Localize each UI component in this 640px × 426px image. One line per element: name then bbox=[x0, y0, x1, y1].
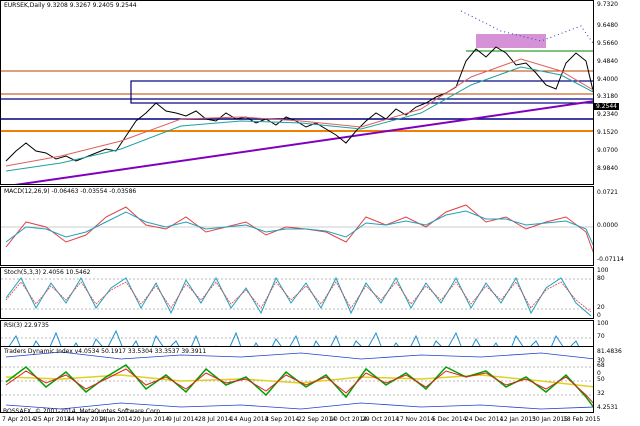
price-header: EURSEK,Daily 9.3208 9.3267 9.2405 9.2544 bbox=[4, 2, 137, 9]
tdi-tick: 68 bbox=[597, 362, 605, 369]
price-tick: 9.0700 bbox=[597, 147, 618, 154]
stoch-tick: 80 bbox=[597, 275, 605, 282]
time-tick: 25 Apr 2014 bbox=[34, 416, 72, 423]
time-tick: 12 Jan 2015 bbox=[500, 416, 536, 423]
macd-pane[interactable]: MACD(12,26,9) -0.06463 -0.03554 -0.03586 bbox=[0, 186, 594, 266]
stoch-axis: 100 80 20 0 bbox=[594, 267, 640, 319]
tdi-pane[interactable]: Traders Dynamic Index v4.0534 50.1917 33… bbox=[0, 346, 594, 413]
time-tick: 20 Jun 2014 bbox=[133, 416, 170, 423]
ma-red bbox=[5, 58, 593, 167]
price-tick: 9.2340 bbox=[597, 111, 618, 118]
trend-line-purple bbox=[14, 100, 593, 184]
rsi-header: RSI(3) 22.9735 bbox=[4, 322, 49, 329]
resistance-zone bbox=[476, 34, 546, 48]
time-tick: 10 Oct 2014 bbox=[330, 416, 368, 423]
price-tick: 9.7320 bbox=[597, 1, 618, 8]
macd-tick: 0.0000 bbox=[597, 222, 618, 229]
tdi-tick: 32 bbox=[597, 390, 605, 397]
time-axis: 7 Apr 2014 25 Apr 2014 14 May 2014 2 Jun… bbox=[0, 414, 600, 426]
time-tick: 3 Sep 2014 bbox=[265, 416, 300, 423]
tdi-signal-line bbox=[5, 368, 593, 404]
tdi-upper-band bbox=[5, 351, 593, 360]
price-tick: 9.1520 bbox=[597, 129, 618, 136]
rsi-tick: 100 bbox=[597, 320, 609, 327]
stoch-tick: 20 bbox=[597, 304, 605, 311]
price-tick: 8.9840 bbox=[597, 165, 618, 172]
tdi-tick: 81.4836 bbox=[597, 348, 622, 355]
stoch-plot bbox=[1, 276, 593, 317]
time-tick: 17 Nov 2014 bbox=[396, 416, 435, 423]
macd-plot bbox=[1, 204, 593, 253]
price-tick: 9.3180 bbox=[597, 93, 618, 100]
time-tick: 22 Sep 2014 bbox=[298, 416, 337, 423]
stoch-header: Stoch(5,3,3) 2.4056 10.5462 bbox=[4, 269, 91, 276]
macd-line bbox=[5, 204, 593, 253]
rsi-tick: 30 bbox=[597, 357, 605, 364]
time-tick: 24 Dec 2014 bbox=[465, 416, 504, 423]
ma-teal bbox=[5, 66, 593, 172]
stoch-d bbox=[5, 281, 592, 313]
time-tick: 29 Oct 2014 bbox=[362, 416, 400, 423]
psar-dots bbox=[460, 10, 593, 45]
time-tick: 30 Jan 2015 bbox=[532, 416, 568, 423]
price-plot bbox=[1, 10, 593, 184]
price-tick: 9.4000 bbox=[597, 76, 618, 83]
tdi-axis: 81.4836 68 50 32 4.2531 bbox=[594, 346, 640, 413]
price-axis: 9.7320 9.6480 9.5660 9.4840 9.4000 9.318… bbox=[594, 0, 640, 185]
time-tick: 7 Apr 2014 bbox=[2, 416, 36, 423]
current-price-tag: 9.2544 bbox=[594, 103, 619, 110]
tdi-header: Traders Dynamic Index v4.0534 50.1917 33… bbox=[4, 348, 207, 355]
tdi-tick: 4.2531 bbox=[597, 404, 618, 411]
time-tick: 5 Dec 2014 bbox=[432, 416, 467, 423]
tdi-rsi-line bbox=[5, 364, 593, 408]
watermark: BOSSAFX, © 2001-2014, MetaQuotes Softwar… bbox=[3, 408, 162, 415]
stoch-tick: 100 bbox=[597, 267, 609, 274]
rsi-tick: 0 bbox=[597, 370, 601, 377]
time-tick: 14 Aug 2014 bbox=[230, 416, 269, 423]
price-pane[interactable]: EURSEK,Daily 9.3208 9.3267 9.2405 9.2544 bbox=[0, 0, 594, 185]
tdi-tick: 50 bbox=[597, 376, 605, 383]
stoch-pane[interactable]: Stoch(5,3,3) 2.4056 10.5462 bbox=[0, 267, 594, 319]
rsi-axis: 100 70 30 0 bbox=[594, 320, 640, 378]
price-tick: 9.6480 bbox=[597, 22, 618, 29]
time-tick: 18 Feb 2015 bbox=[563, 416, 601, 423]
tdi-plot bbox=[1, 351, 593, 410]
macd-tick: -0.07114 bbox=[597, 256, 624, 263]
price-tick: 9.5660 bbox=[597, 40, 618, 47]
tdi-lower-band bbox=[5, 402, 593, 410]
time-tick: 14 May 2014 bbox=[67, 416, 107, 423]
time-tick: 28 Jul 2014 bbox=[198, 416, 232, 423]
macd-axis: 0.0721 0.0000 -0.07114 bbox=[594, 186, 640, 266]
time-tick: 9 Jul 2014 bbox=[168, 416, 199, 423]
price-tick: 9.4840 bbox=[597, 58, 618, 65]
rsi-tick: 70 bbox=[597, 333, 605, 340]
range-box bbox=[130, 80, 593, 104]
signal-line bbox=[5, 210, 593, 246]
macd-tick: 0.0721 bbox=[597, 189, 618, 196]
stoch-tick: 0 bbox=[597, 312, 601, 319]
macd-header: MACD(12,26,9) -0.06463 -0.03554 -0.03586 bbox=[4, 188, 137, 195]
time-tick: 2 Jun 2014 bbox=[100, 416, 133, 423]
price-series bbox=[5, 46, 593, 162]
